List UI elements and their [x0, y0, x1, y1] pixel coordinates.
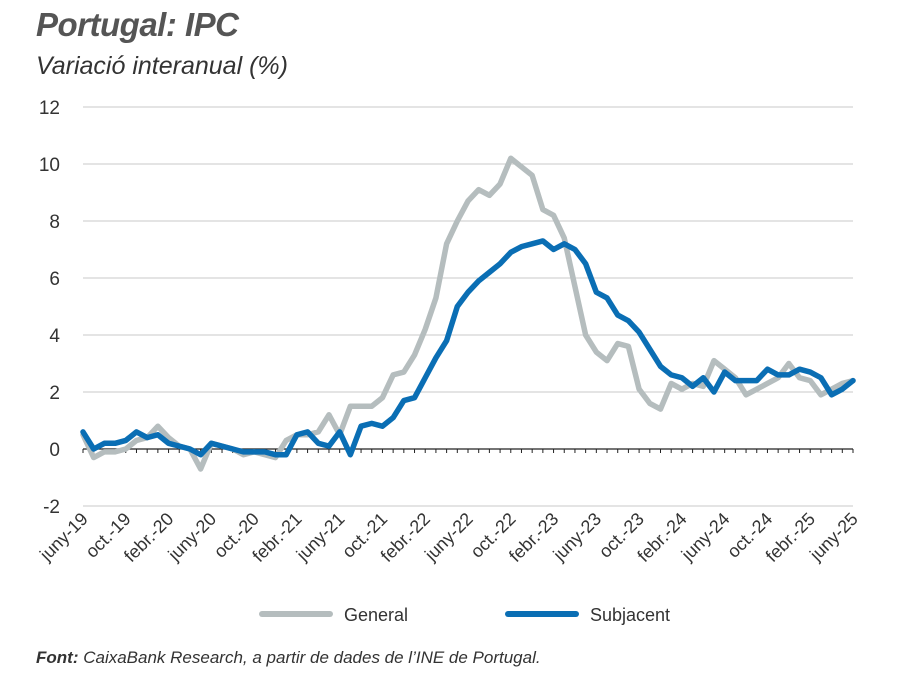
series-line-subjacent [80, 238, 856, 458]
y-tick-label: 8 [49, 212, 60, 233]
y-tick-label: 0 [49, 440, 60, 461]
legend-label-subjacent: Subjacent [590, 605, 670, 625]
x-tick-label: juny-22 [420, 509, 477, 566]
y-tick-label: 2 [49, 383, 60, 404]
chart-title: Portugal: IPC [36, 6, 239, 43]
legend-label-general: General [344, 605, 408, 625]
y-tick-label: -2 [43, 497, 60, 518]
y-tick-label: 6 [49, 269, 60, 290]
source-note: Font: CaixaBank Research, a partir de da… [36, 648, 541, 668]
series-line-general [80, 155, 856, 472]
x-tick-label: juny-24 [677, 509, 734, 566]
source-text: CaixaBank Research, a partir de dades de… [83, 648, 541, 667]
x-tick-label: juny-25 [805, 509, 862, 566]
y-tick-label: 12 [39, 98, 60, 119]
x-tick-label: juny-21 [292, 509, 349, 566]
y-tick-label: 4 [49, 326, 60, 347]
x-tick-label: juny-23 [549, 509, 606, 566]
x-tick-label: juny-20 [164, 509, 221, 566]
y-tick-label: 10 [39, 155, 60, 176]
chart-subtitle: Variació interanual (%) [36, 52, 288, 80]
source-label: Font: [36, 648, 79, 667]
